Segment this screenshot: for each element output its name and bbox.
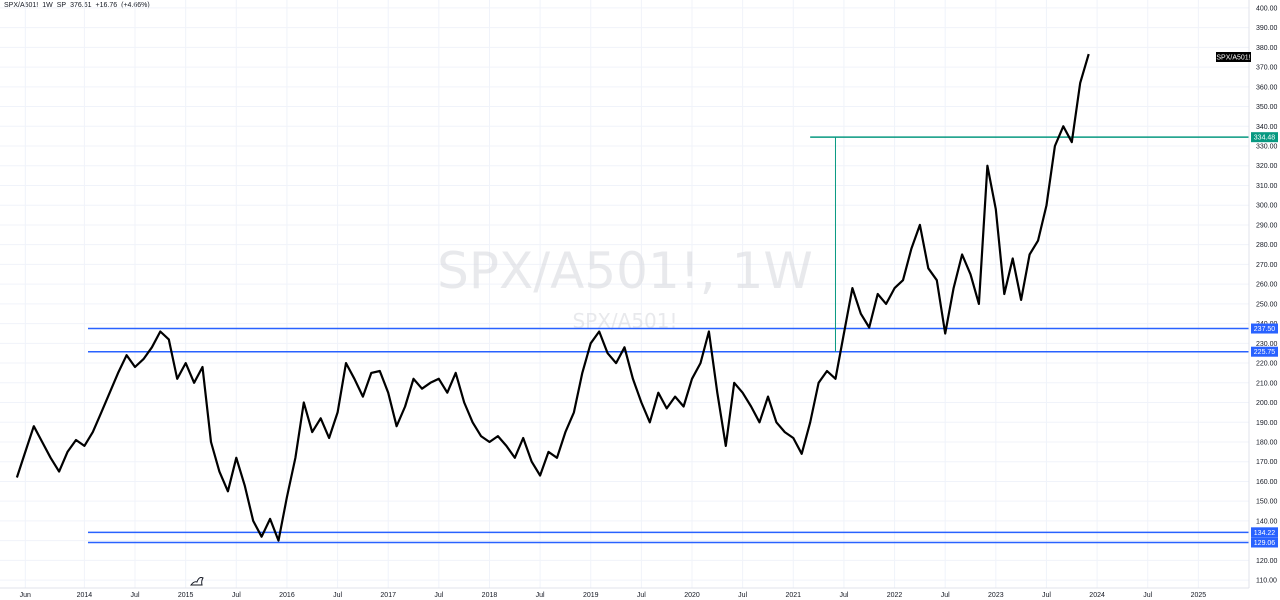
header-exchange: SP [56, 2, 67, 9]
y-tick-label: 330.00 [1256, 144, 1278, 151]
y-tick-label: 120.00 [1256, 558, 1278, 565]
y-tick-label: 150.00 [1256, 499, 1278, 506]
watermark-sub: SPX/A501! [572, 309, 677, 333]
price-tag-box [1216, 52, 1251, 62]
level-label-box [1251, 537, 1278, 548]
y-tick-label: 320.00 [1256, 163, 1278, 170]
watermark-main: SPX/A501!, 1W [437, 242, 813, 300]
y-tick-label: 250.00 [1256, 301, 1278, 308]
level-label: 334.48 [1254, 135, 1276, 142]
y-tick-label: 280.00 [1256, 242, 1278, 249]
y-tick-label: 390.00 [1256, 25, 1278, 32]
y-tick-label: 360.00 [1256, 84, 1278, 91]
x-tick-label: 2014 [77, 592, 93, 599]
x-tick-label: Jul [839, 592, 848, 599]
y-tick-label: 230.00 [1256, 341, 1278, 348]
x-tick-label: 2019 [583, 592, 599, 599]
x-tick-label: 2016 [279, 592, 295, 599]
x-tick-label: Jul [131, 592, 140, 599]
chart-grid [0, 0, 1249, 588]
last-price-tag: SPX/A501! [1216, 52, 1251, 62]
x-tick-label: 2020 [684, 592, 700, 599]
y-tick-label: 200.00 [1256, 400, 1278, 407]
x-tick-label: 2022 [887, 592, 903, 599]
header-change: +16.76 [95, 2, 118, 9]
y-tick-label: 220.00 [1256, 361, 1278, 368]
level-lines [88, 136, 1249, 544]
x-tick-label: Jul [232, 592, 241, 599]
level-label: 237.50 [1254, 326, 1276, 333]
level-labels: 237.50 225.75 134.22 129.06 334.48 [1251, 132, 1278, 548]
y-tick-label: 160.00 [1256, 479, 1278, 486]
x-tick-label: Jul [738, 592, 747, 599]
x-tick-label: 2018 [482, 592, 498, 599]
time-axis: Jun 2014 Jul 2015 Jul 2016 Jul 2017 Jul 2018 Jul 20… [20, 592, 1207, 599]
level-label: 225.75 [1254, 349, 1276, 356]
y-tick-label: 170.00 [1256, 459, 1278, 466]
y-tick-label: 380.00 [1256, 45, 1278, 52]
price-tag-label: SPX/A501! [1216, 55, 1250, 62]
y-tick-label: 140.00 [1256, 518, 1278, 525]
level-label: 129.06 [1254, 540, 1276, 547]
y-tick-label: 350.00 [1256, 104, 1278, 111]
level-label-box [1251, 132, 1278, 143]
tradingview-logo-icon[interactable] [189, 577, 204, 586]
x-tick-label: Jul [434, 592, 443, 599]
x-tick-label: 2015 [178, 592, 194, 599]
x-tick-label: Jul [536, 592, 545, 599]
y-tick-label: 310.00 [1256, 183, 1278, 190]
header-last: 376.61 [70, 2, 92, 9]
x-tick-label: Jul [637, 592, 646, 599]
y-tick-label: 400.00 [1256, 5, 1278, 12]
y-tick-label: 370.00 [1256, 65, 1278, 72]
y-tick-label: 190.00 [1256, 420, 1278, 427]
x-tick-label: 2024 [1089, 592, 1105, 599]
y-tick-label: 300.00 [1256, 203, 1278, 210]
y-tick-label: 290.00 [1256, 222, 1278, 229]
y-tick-label: 110.00 [1256, 578, 1277, 585]
y-tick-label: 210.00 [1256, 380, 1278, 387]
header-symbol: SPX/A501! [4, 2, 39, 9]
price-axis: 110.00120.00130.00140.00150.00160.00170.… [1256, 5, 1278, 584]
y-tick-label: 260.00 [1256, 282, 1278, 289]
x-tick-label: Jul [941, 592, 950, 599]
x-tick-label: Jul [1143, 592, 1152, 599]
price-series [15, 53, 1090, 542]
y-tick-label: 180.00 [1256, 439, 1278, 446]
x-tick-label: 2021 [785, 592, 801, 599]
price-line[interactable] [15, 53, 1090, 542]
level-label: 134.22 [1254, 530, 1276, 537]
x-tick-label: 2023 [988, 592, 1004, 599]
level-label-box [1251, 323, 1278, 334]
x-tick-label: 2025 [1191, 592, 1207, 599]
y-tick-label: 270.00 [1256, 262, 1278, 269]
y-tick-label: 340.00 [1256, 124, 1278, 131]
level-label-box [1251, 527, 1278, 538]
x-tick-label: Jul [1042, 592, 1051, 599]
header-interval: 1W [42, 2, 53, 9]
x-tick-label: Jul [333, 592, 342, 599]
level-label-box [1251, 346, 1278, 357]
x-tick-label: Jun [20, 592, 31, 599]
x-tick-label: 2017 [380, 592, 396, 599]
